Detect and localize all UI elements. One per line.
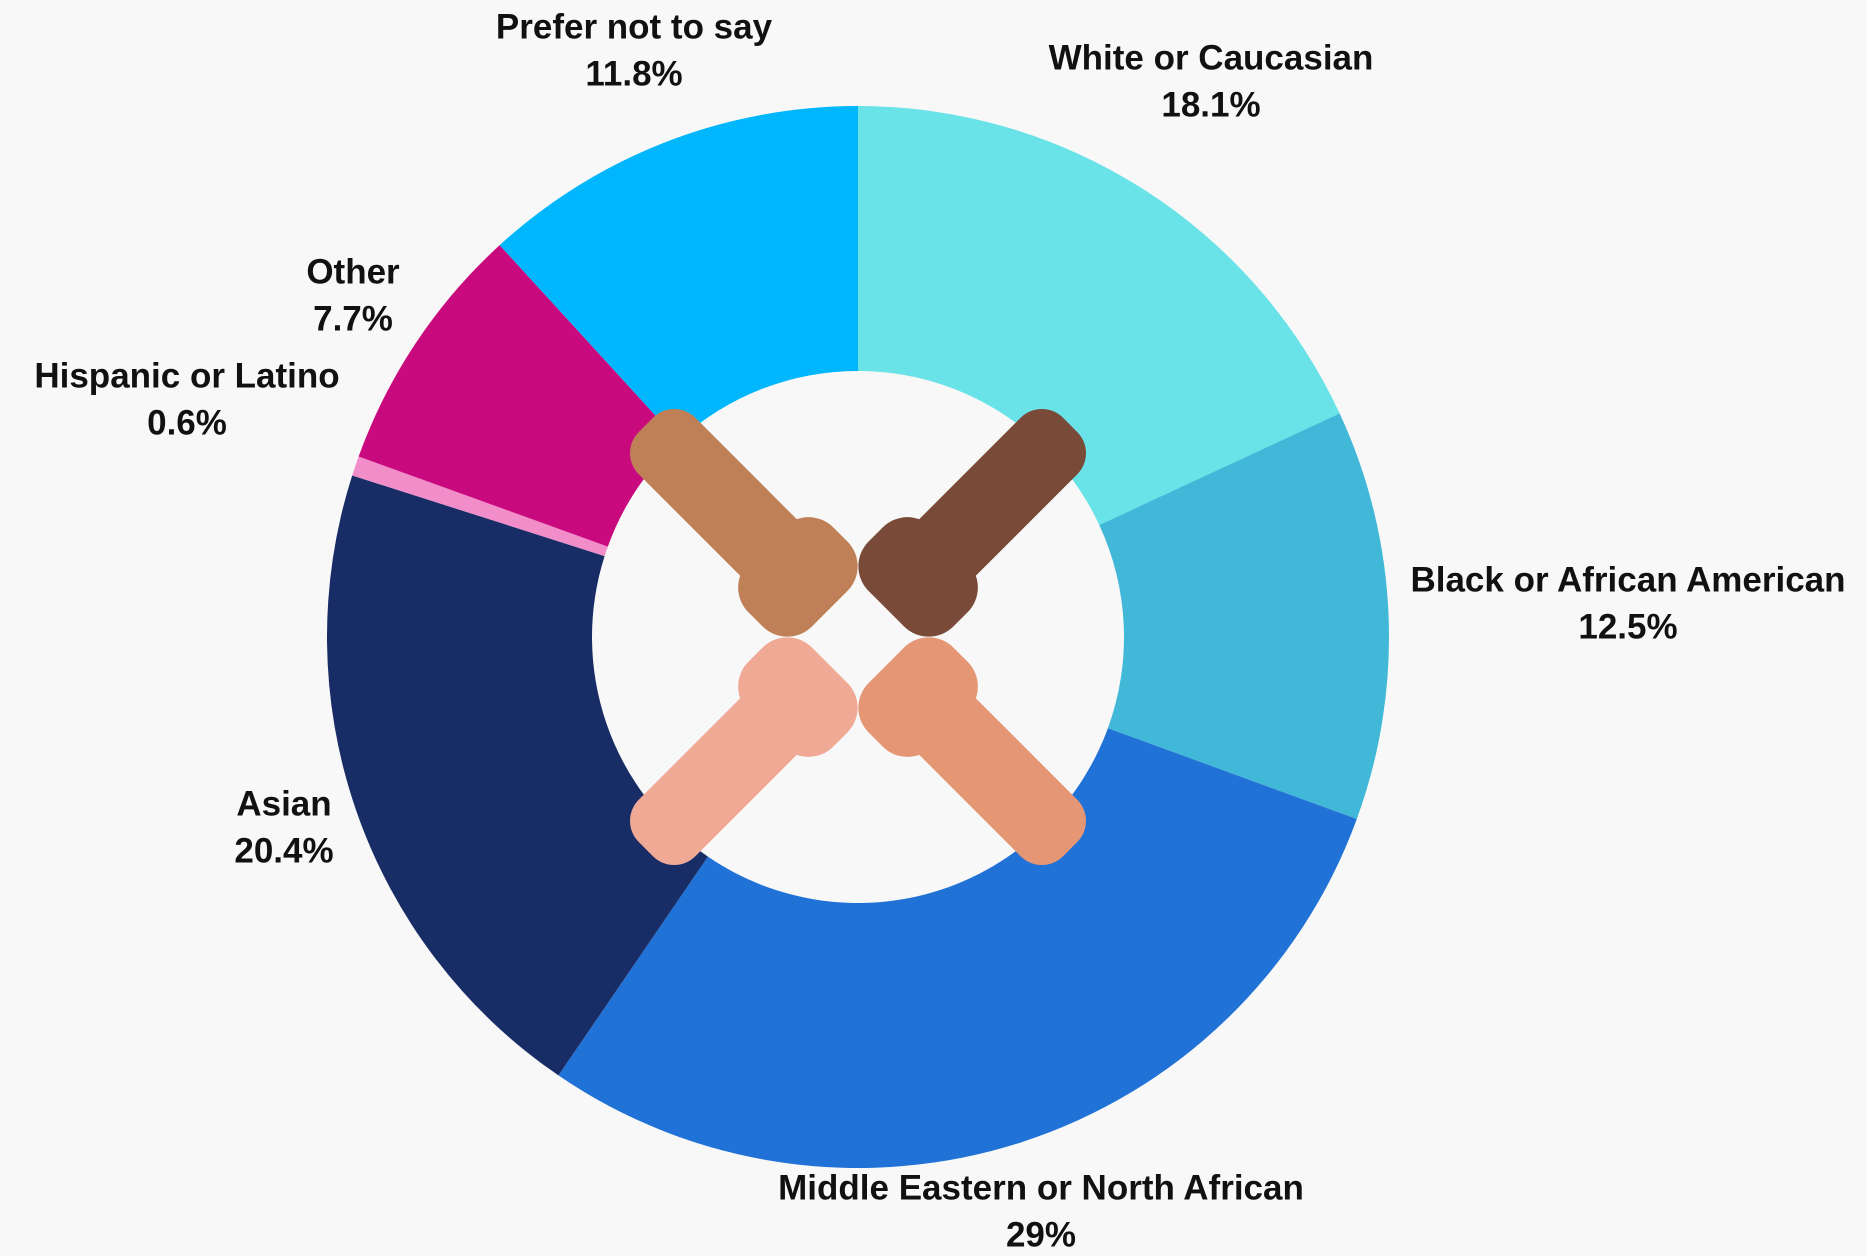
page: {"chart_data": {"type": "donut", "catego…: [0, 0, 1867, 1256]
slice-label: Hispanic or Latino: [34, 356, 339, 395]
slice-label: Prefer not to say: [496, 7, 773, 46]
value-label: 12.5%: [1578, 607, 1677, 646]
value-label: 0.6%: [147, 403, 227, 442]
value-label: 20.4%: [234, 831, 333, 870]
slice-label: Middle Eastern or North African: [778, 1168, 1304, 1207]
slice-label: Asian: [236, 784, 331, 823]
value-label: 18.1%: [1161, 85, 1260, 124]
slice-label: Other: [306, 252, 400, 291]
value-label: 7.7%: [313, 299, 393, 338]
slice-label: White or Caucasian: [1049, 38, 1374, 77]
value-label: 11.8%: [585, 54, 682, 93]
slice-label: Black or African American: [1410, 560, 1845, 599]
value-label: 29%: [1006, 1215, 1076, 1254]
chart: White or Caucasian 18.1% Black or African …: [0, 0, 1867, 1256]
